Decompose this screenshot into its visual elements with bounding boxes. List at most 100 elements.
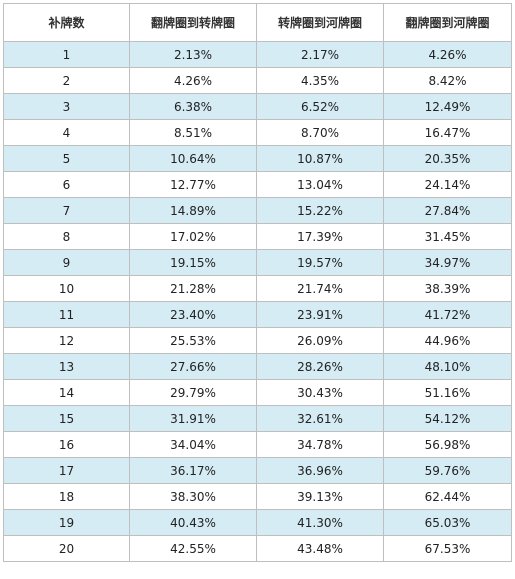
cell-flop-to-turn: 40.43% xyxy=(129,509,257,536)
cell-turn-to-river: 30.43% xyxy=(256,379,384,406)
table-row: 11 23.40% 23.91% 41.72% xyxy=(3,301,512,328)
cell-flop-to-turn: 8.51% xyxy=(129,119,257,146)
table-row: 8 17.02% 17.39% 31.45% xyxy=(3,223,512,250)
cell-flop-to-turn: 21.28% xyxy=(129,275,257,302)
cell-outs: 1 xyxy=(3,41,130,68)
cell-flop-to-river: 44.96% xyxy=(383,327,512,354)
table-row: 5 10.64% 10.87% 20.35% xyxy=(3,145,512,172)
table-row: 14 29.79% 30.43% 51.16% xyxy=(3,379,512,406)
table-row: 7 14.89% 15.22% 27.84% xyxy=(3,197,512,224)
table-row: 15 31.91% 32.61% 54.12% xyxy=(3,405,512,432)
cell-flop-to-turn: 23.40% xyxy=(129,301,257,328)
cell-flop-to-turn: 29.79% xyxy=(129,379,257,406)
cell-outs: 20 xyxy=(3,535,130,562)
cell-flop-to-river: 4.26% xyxy=(383,41,512,68)
cell-flop-to-river: 56.98% xyxy=(383,431,512,458)
cell-turn-to-river: 10.87% xyxy=(256,145,384,172)
cell-turn-to-river: 21.74% xyxy=(256,275,384,302)
table-row: 10 21.28% 21.74% 38.39% xyxy=(3,275,512,302)
cell-outs: 14 xyxy=(3,379,130,406)
table-row: 6 12.77% 13.04% 24.14% xyxy=(3,171,512,198)
cell-turn-to-river: 28.26% xyxy=(256,353,384,380)
table-row: 13 27.66% 28.26% 48.10% xyxy=(3,353,512,380)
cell-turn-to-river: 2.17% xyxy=(256,41,384,68)
cell-flop-to-turn: 12.77% xyxy=(129,171,257,198)
cell-turn-to-river: 19.57% xyxy=(256,249,384,276)
cell-turn-to-river: 6.52% xyxy=(256,93,384,120)
table-row: 12 25.53% 26.09% 44.96% xyxy=(3,327,512,354)
cell-flop-to-river: 12.49% xyxy=(383,93,512,120)
cell-flop-to-turn: 42.55% xyxy=(129,535,257,562)
table-row: 1 2.13% 2.17% 4.26% xyxy=(3,41,512,68)
cell-flop-to-river: 41.72% xyxy=(383,301,512,328)
cell-flop-to-river: 27.84% xyxy=(383,197,512,224)
cell-outs: 4 xyxy=(3,119,130,146)
cell-flop-to-river: 16.47% xyxy=(383,119,512,146)
cell-outs: 13 xyxy=(3,353,130,380)
table-row: 2 4.26% 4.35% 8.42% xyxy=(3,67,512,94)
cell-flop-to-turn: 14.89% xyxy=(129,197,257,224)
table-row: 20 42.55% 43.48% 67.53% xyxy=(3,535,512,562)
outs-probability-table: 补牌数 翻牌圈到转牌圈 转牌圈到河牌圈 翻牌圈到河牌圈 1 2.13% 2.17% 4.26… xyxy=(3,3,512,562)
cell-flop-to-river: 38.39% xyxy=(383,275,512,302)
cell-flop-to-turn: 36.17% xyxy=(129,457,257,484)
cell-outs: 15 xyxy=(3,405,130,432)
cell-flop-to-river: 62.44% xyxy=(383,483,512,510)
table-row: 17 36.17% 36.96% 59.76% xyxy=(3,457,512,484)
cell-outs: 10 xyxy=(3,275,130,302)
cell-flop-to-turn: 4.26% xyxy=(129,67,257,94)
cell-turn-to-river: 17.39% xyxy=(256,223,384,250)
cell-outs: 11 xyxy=(3,301,130,328)
cell-flop-to-river: 51.16% xyxy=(383,379,512,406)
cell-turn-to-river: 15.22% xyxy=(256,197,384,224)
table-row: 18 38.30% 39.13% 62.44% xyxy=(3,483,512,510)
cell-flop-to-turn: 27.66% xyxy=(129,353,257,380)
cell-outs: 6 xyxy=(3,171,130,198)
cell-turn-to-river: 8.70% xyxy=(256,119,384,146)
cell-flop-to-river: 31.45% xyxy=(383,223,512,250)
table-body: 1 2.13% 2.17% 4.26% 2 4.26% 4.35% 8.42% 3 6.38% 6.… xyxy=(3,41,512,562)
cell-flop-to-river: 48.10% xyxy=(383,353,512,380)
table-row: 9 19.15% 19.57% 34.97% xyxy=(3,249,512,276)
table-row: 19 40.43% 41.30% 65.03% xyxy=(3,509,512,536)
cell-flop-to-river: 54.12% xyxy=(383,405,512,432)
cell-turn-to-river: 41.30% xyxy=(256,509,384,536)
cell-turn-to-river: 36.96% xyxy=(256,457,384,484)
cell-outs: 8 xyxy=(3,223,130,250)
cell-turn-to-river: 43.48% xyxy=(256,535,384,562)
cell-flop-to-river: 24.14% xyxy=(383,171,512,198)
cell-flop-to-river: 65.03% xyxy=(383,509,512,536)
cell-flop-to-turn: 38.30% xyxy=(129,483,257,510)
cell-flop-to-river: 67.53% xyxy=(383,535,512,562)
cell-outs: 18 xyxy=(3,483,130,510)
cell-flop-to-river: 34.97% xyxy=(383,249,512,276)
cell-turn-to-river: 4.35% xyxy=(256,67,384,94)
header-outs: 补牌数 xyxy=(3,3,130,42)
cell-turn-to-river: 32.61% xyxy=(256,405,384,432)
table-row: 3 6.38% 6.52% 12.49% xyxy=(3,93,512,120)
cell-outs: 7 xyxy=(3,197,130,224)
header-flop-to-turn: 翻牌圈到转牌圈 xyxy=(129,3,257,42)
cell-flop-to-turn: 6.38% xyxy=(129,93,257,120)
cell-flop-to-river: 59.76% xyxy=(383,457,512,484)
cell-outs: 2 xyxy=(3,67,130,94)
cell-flop-to-river: 8.42% xyxy=(383,67,512,94)
cell-flop-to-turn: 31.91% xyxy=(129,405,257,432)
cell-outs: 3 xyxy=(3,93,130,120)
cell-turn-to-river: 13.04% xyxy=(256,171,384,198)
table-row: 4 8.51% 8.70% 16.47% xyxy=(3,119,512,146)
cell-flop-to-turn: 25.53% xyxy=(129,327,257,354)
header-turn-to-river: 转牌圈到河牌圈 xyxy=(256,3,384,42)
cell-flop-to-turn: 19.15% xyxy=(129,249,257,276)
header-flop-to-river: 翻牌圈到河牌圈 xyxy=(383,3,512,42)
cell-turn-to-river: 26.09% xyxy=(256,327,384,354)
cell-turn-to-river: 39.13% xyxy=(256,483,384,510)
cell-flop-to-river: 20.35% xyxy=(383,145,512,172)
cell-outs: 5 xyxy=(3,145,130,172)
cell-outs: 16 xyxy=(3,431,130,458)
cell-outs: 17 xyxy=(3,457,130,484)
table-header-row: 补牌数 翻牌圈到转牌圈 转牌圈到河牌圈 翻牌圈到河牌圈 xyxy=(3,3,512,42)
table-row: 16 34.04% 34.78% 56.98% xyxy=(3,431,512,458)
cell-flop-to-turn: 34.04% xyxy=(129,431,257,458)
cell-turn-to-river: 23.91% xyxy=(256,301,384,328)
